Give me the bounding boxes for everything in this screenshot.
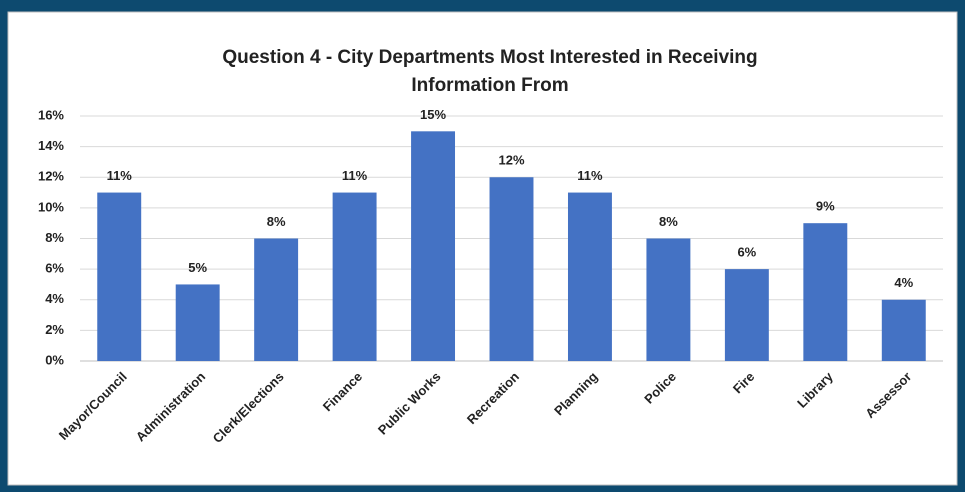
- y-tick-label: 8%: [45, 230, 64, 245]
- bar: [489, 177, 534, 361]
- y-tick-label: 12%: [38, 169, 64, 184]
- chart-panel: [7, 11, 958, 486]
- y-tick-label: 0%: [45, 352, 64, 367]
- data-label: 15%: [420, 107, 446, 122]
- y-tick-label: 16%: [38, 107, 64, 122]
- data-label: 12%: [498, 153, 524, 168]
- data-label: 11%: [342, 168, 368, 183]
- y-tick-label: 4%: [45, 291, 64, 306]
- bar: [254, 238, 299, 361]
- bar: [881, 299, 926, 361]
- y-tick-label: 10%: [38, 199, 64, 214]
- data-label: 4%: [894, 275, 913, 290]
- y-tick-label: 14%: [38, 138, 64, 153]
- data-label: 11%: [107, 168, 133, 183]
- bar: [567, 192, 612, 361]
- data-label: 8%: [659, 214, 678, 229]
- bar: [646, 238, 691, 361]
- bar: [332, 192, 377, 361]
- bar: [97, 192, 142, 361]
- chart-title: Question 4 - City Departments Most Inter…: [222, 47, 757, 96]
- data-label: 9%: [816, 199, 835, 214]
- bar: [175, 284, 220, 361]
- data-label: 6%: [737, 245, 756, 260]
- y-tick-label: 2%: [45, 322, 64, 337]
- data-label: 5%: [188, 260, 207, 275]
- bar: [803, 223, 848, 361]
- bar: [724, 269, 769, 361]
- data-label: 8%: [267, 214, 286, 229]
- y-tick-label: 6%: [45, 261, 64, 276]
- data-label: 11%: [577, 168, 603, 183]
- bar: [411, 131, 456, 361]
